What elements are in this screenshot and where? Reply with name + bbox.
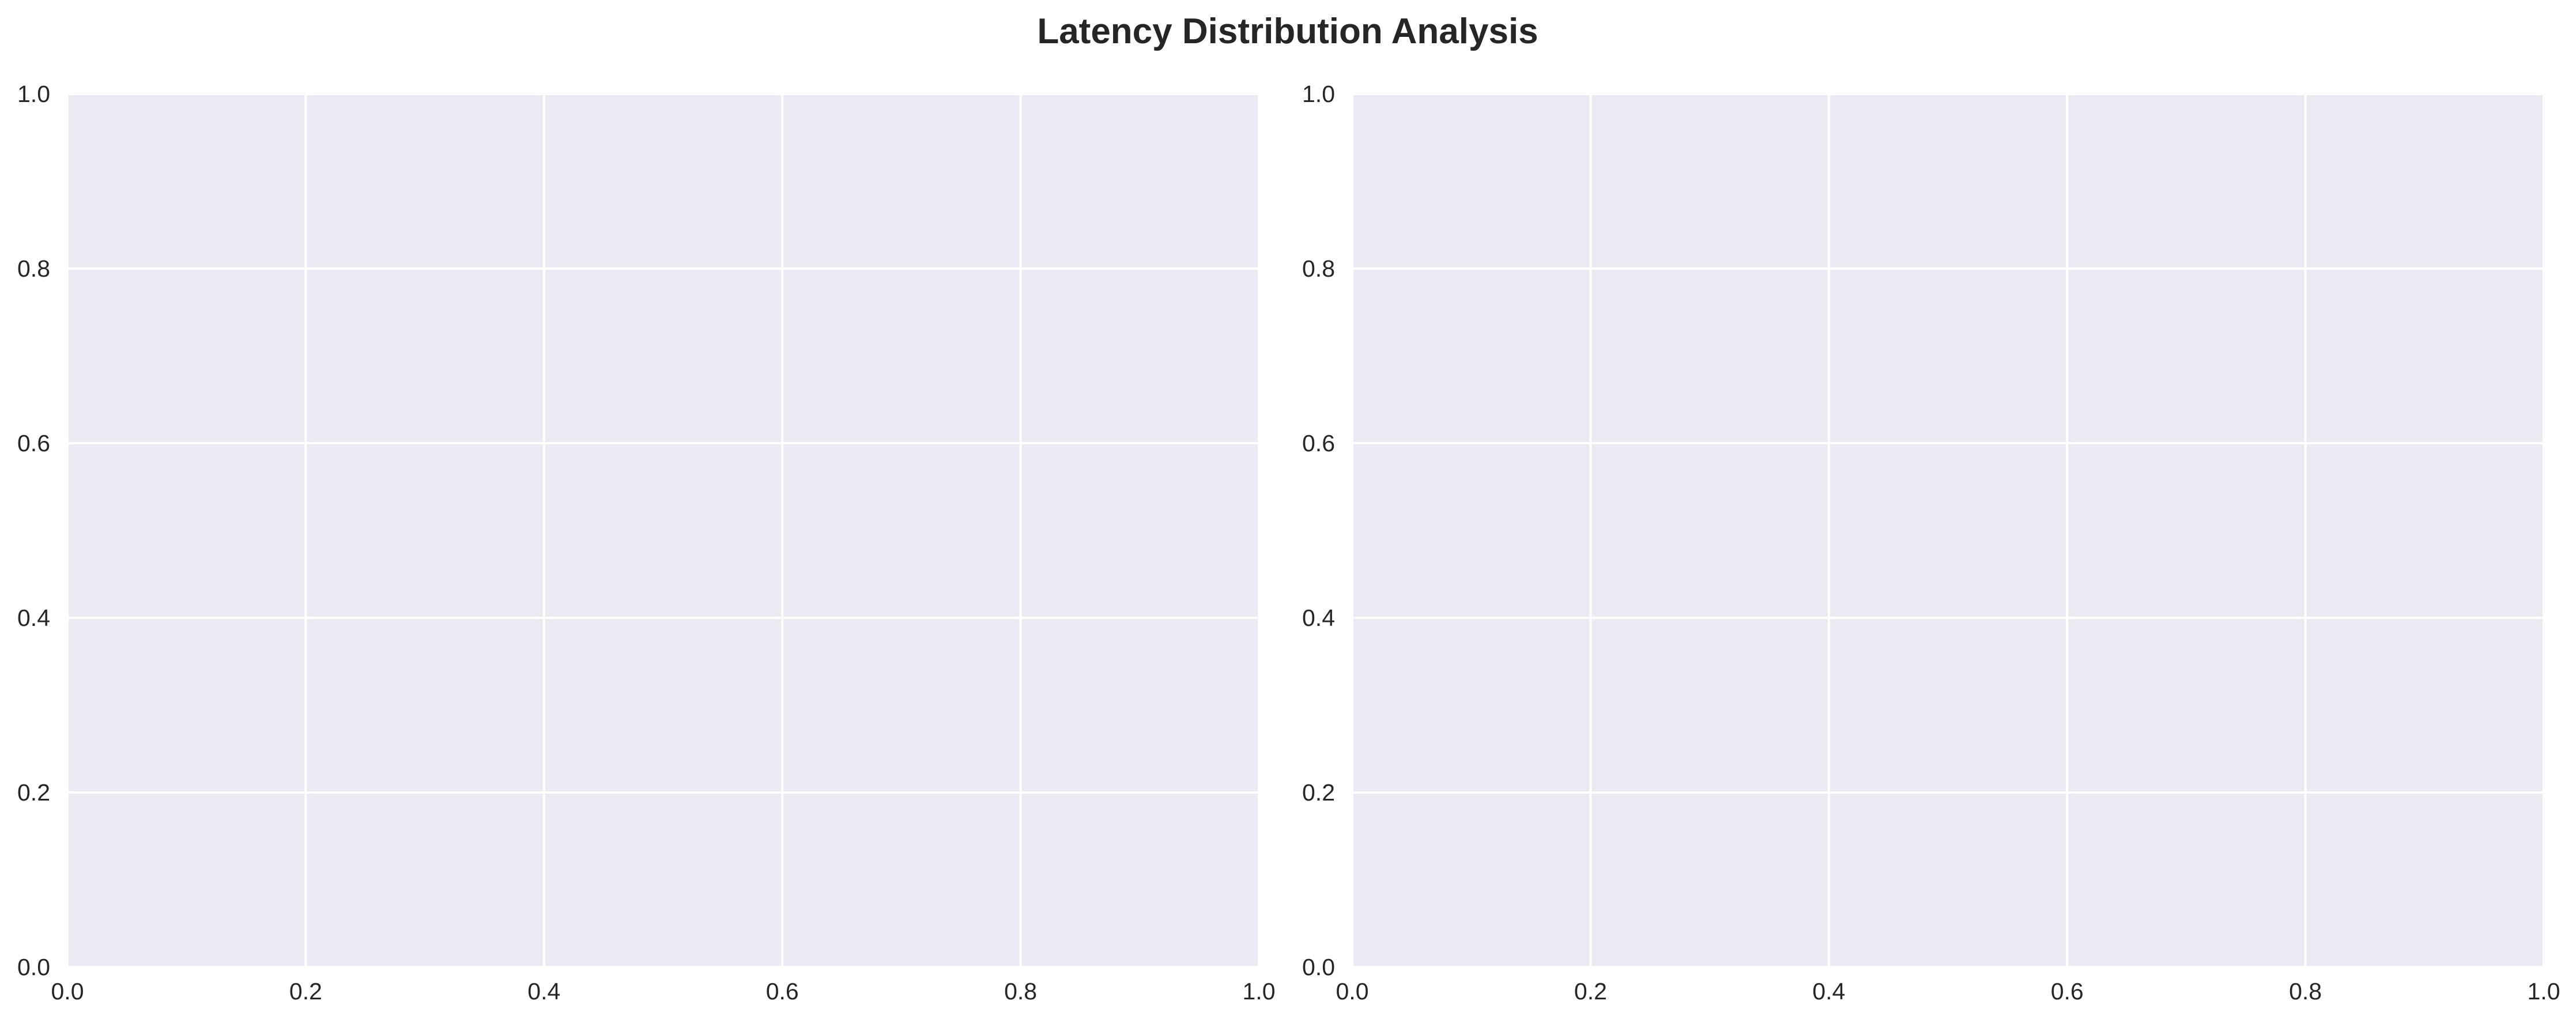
plot-area	[1352, 94, 2544, 967]
y-tick-label: 0.4	[17, 605, 50, 631]
x-tick-label: 0.0	[1336, 978, 1369, 1005]
x-tick-label: 0.8	[1004, 978, 1037, 1005]
y-tick-label: 0.2	[1302, 779, 1335, 806]
y-tick-label: 0.4	[1302, 605, 1335, 631]
axes-container: 0.0 0.2 0.4 0.6 0.8 1.00.00.20.40.60.81.00.0 0…	[17, 81, 2560, 1005]
y-tick-label: 1.0	[17, 81, 50, 107]
y-tick-label: 0.6	[17, 430, 50, 456]
y-tick-label: 0.0	[17, 954, 50, 980]
y-tick-label: 0.0	[1302, 954, 1335, 980]
plot-area	[67, 94, 1259, 967]
x-tick-label: 0.8	[2289, 978, 2322, 1005]
x-tick-labels: 0.0 0.2 0.4 0.6 0.8 1.0	[1336, 978, 2560, 1005]
y-tick-label: 0.8	[1302, 255, 1335, 282]
y-tick-label: 1.0	[1302, 81, 1335, 107]
x-tick-label: 1.0	[2528, 978, 2560, 1005]
x-tick-labels: 0.0 0.2 0.4 0.6 0.8 1.0	[51, 978, 1276, 1005]
x-tick-label: 0.4	[1812, 978, 1845, 1005]
y-tick-labels: 0.0 0.2 0.4 0.6 0.8 1.0	[17, 81, 50, 980]
y-tick-label: 0.6	[1302, 430, 1335, 456]
x-tick-label: 0.4	[527, 978, 560, 1005]
subplot-1: 0.0 0.2 0.4 0.6 0.8 1.0 0.0 0.2 0.4 0.6 0.8 1.0	[17, 81, 1276, 1005]
gridlines	[66, 93, 1260, 968]
x-tick-label: 1.0	[1243, 978, 1276, 1005]
gridlines	[1351, 93, 2545, 968]
x-tick-label: 0.6	[766, 978, 799, 1005]
y-tick-labels: 0.0 0.2 0.4 0.6 0.8 1.0	[1302, 81, 1335, 980]
x-tick-label: 0.2	[1574, 978, 1607, 1005]
x-tick-label: 0.2	[289, 978, 322, 1005]
x-tick-label: 0.6	[2051, 978, 2084, 1005]
subplot-2: 0.0 0.2 0.4 0.6 0.8 1.0 0.0 0.2 0.4 0.6 0.8 1.0	[1302, 81, 2560, 1005]
y-tick-label: 0.8	[17, 255, 50, 282]
figure-title: Latency Distribution Analysis	[1037, 12, 1538, 51]
x-tick-label: 0.0	[51, 978, 84, 1005]
y-tick-label: 0.2	[17, 779, 50, 806]
